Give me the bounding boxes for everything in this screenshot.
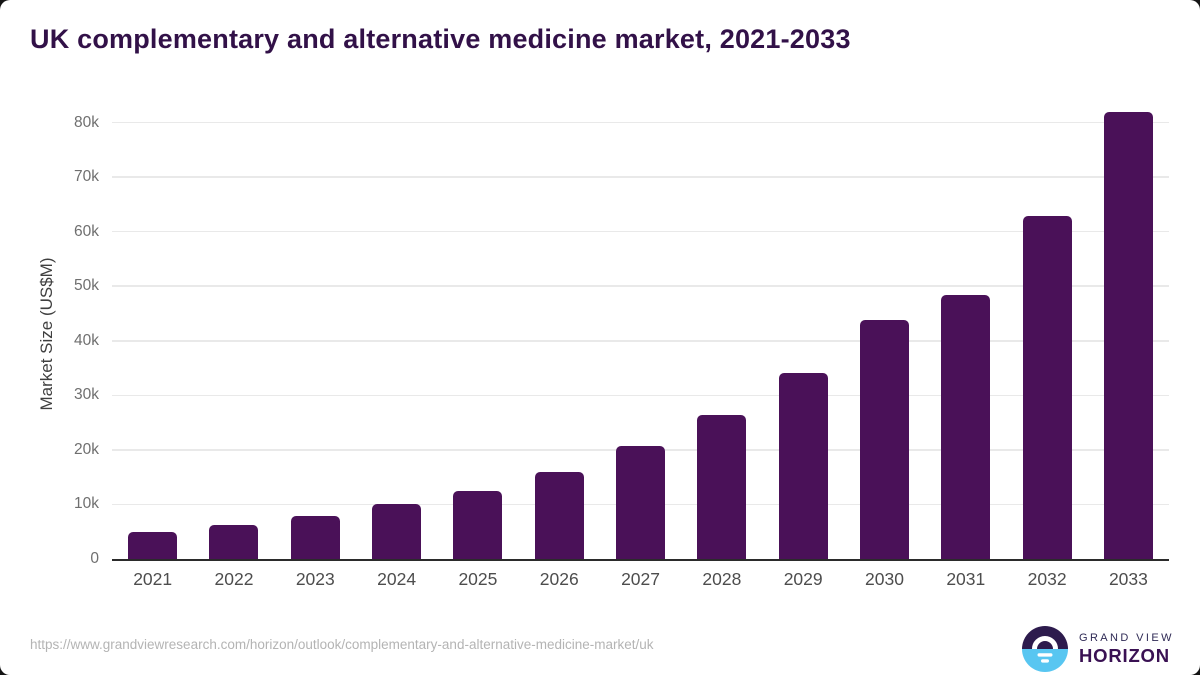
bar-2028 [697, 414, 747, 559]
gridline-80k [112, 121, 1169, 124]
y-tick-label: 40k [74, 331, 99, 349]
bar-band-2023 [275, 516, 356, 559]
bar-band-2024 [356, 504, 437, 559]
gridline-30k [112, 394, 1169, 397]
x-tick-label: 2021 [133, 569, 173, 589]
x-tick-label: 2022 [214, 569, 254, 589]
bar-band-2022 [193, 525, 274, 559]
x-tick-label: 2033 [1108, 569, 1148, 589]
bar-band-2031 [925, 294, 1006, 559]
footer: https://www.grandviewresearch.com/horizo… [0, 605, 1200, 675]
gridline-60k [112, 230, 1169, 233]
bar-2031 [941, 294, 991, 559]
grand-view-horizon-logo: GRAND VIEW HORIZON [1021, 625, 1174, 673]
x-tick-label: 2025 [458, 569, 498, 589]
x-tick-label: 2032 [1027, 569, 1067, 589]
y-tick-label: 20k [74, 440, 99, 458]
plot-area: 0 10k 20k 30k 40k 50k 60k 70k 80k 2021 2022 2023 202… [74, 110, 1169, 589]
bar-2025 [453, 490, 503, 559]
bar-band-2021 [112, 532, 193, 559]
source-url-link[interactable]: https://www.grandviewresearch.com/horizo… [30, 637, 654, 652]
y-tick-label: 30k [74, 386, 99, 404]
y-tick-label: 0 [90, 550, 99, 567]
x-tick-label: 2031 [946, 569, 986, 589]
y-tick-label: 10k [74, 495, 99, 513]
logo-brand-name: GRAND VIEW [1079, 632, 1174, 645]
y-tick-label: 50k [74, 277, 99, 295]
x-tick-label: 2024 [377, 569, 417, 589]
x-tick-label: 2028 [702, 569, 742, 589]
y-tick-label: 80k [74, 113, 99, 131]
gridline-50k [112, 285, 1169, 287]
bar-2027 [616, 446, 666, 559]
x-tick-label: 2029 [783, 569, 823, 589]
bar-band-2029 [763, 372, 844, 559]
logo-text: GRAND VIEW HORIZON [1079, 632, 1174, 666]
x-tick-label: 2027 [621, 569, 660, 589]
bar-band-2033 [1088, 111, 1169, 559]
bar-band-2026 [519, 471, 600, 559]
bar-2022 [209, 525, 259, 559]
horizon-sun-icon [1022, 626, 1068, 672]
bar-band-2027 [600, 446, 681, 559]
bar-2021 [128, 532, 178, 559]
bar-2029 [778, 372, 828, 559]
x-tick-label: 2026 [539, 569, 579, 589]
y-tick-label: 60k [74, 222, 99, 240]
bar-2024 [372, 504, 422, 559]
x-axis-labels: 2021 2022 2023 2024 2025 2026 2027 2028 2029 2030… [112, 569, 1169, 590]
bar-band-2025 [437, 490, 518, 559]
x-tick-label: 2030 [865, 569, 904, 589]
chart-title: UK complementary and alternative medicin… [30, 24, 851, 54]
bar-2030 [859, 319, 909, 559]
gridline-40k [112, 340, 1169, 342]
bars-container [112, 110, 1169, 559]
bar-2023 [290, 516, 340, 559]
gridline-70k [112, 176, 1169, 178]
y-tick-label: 70k [74, 168, 99, 186]
bar-band-2030 [844, 319, 925, 559]
logo-product-name: HORIZON [1079, 644, 1170, 666]
bar-2033 [1103, 111, 1153, 559]
bar-band-2028 [681, 414, 762, 559]
bar-2026 [534, 471, 584, 559]
x-tick-label: 2023 [295, 569, 335, 589]
bar-2032 [1022, 216, 1072, 559]
bar-band-2032 [1006, 216, 1087, 559]
